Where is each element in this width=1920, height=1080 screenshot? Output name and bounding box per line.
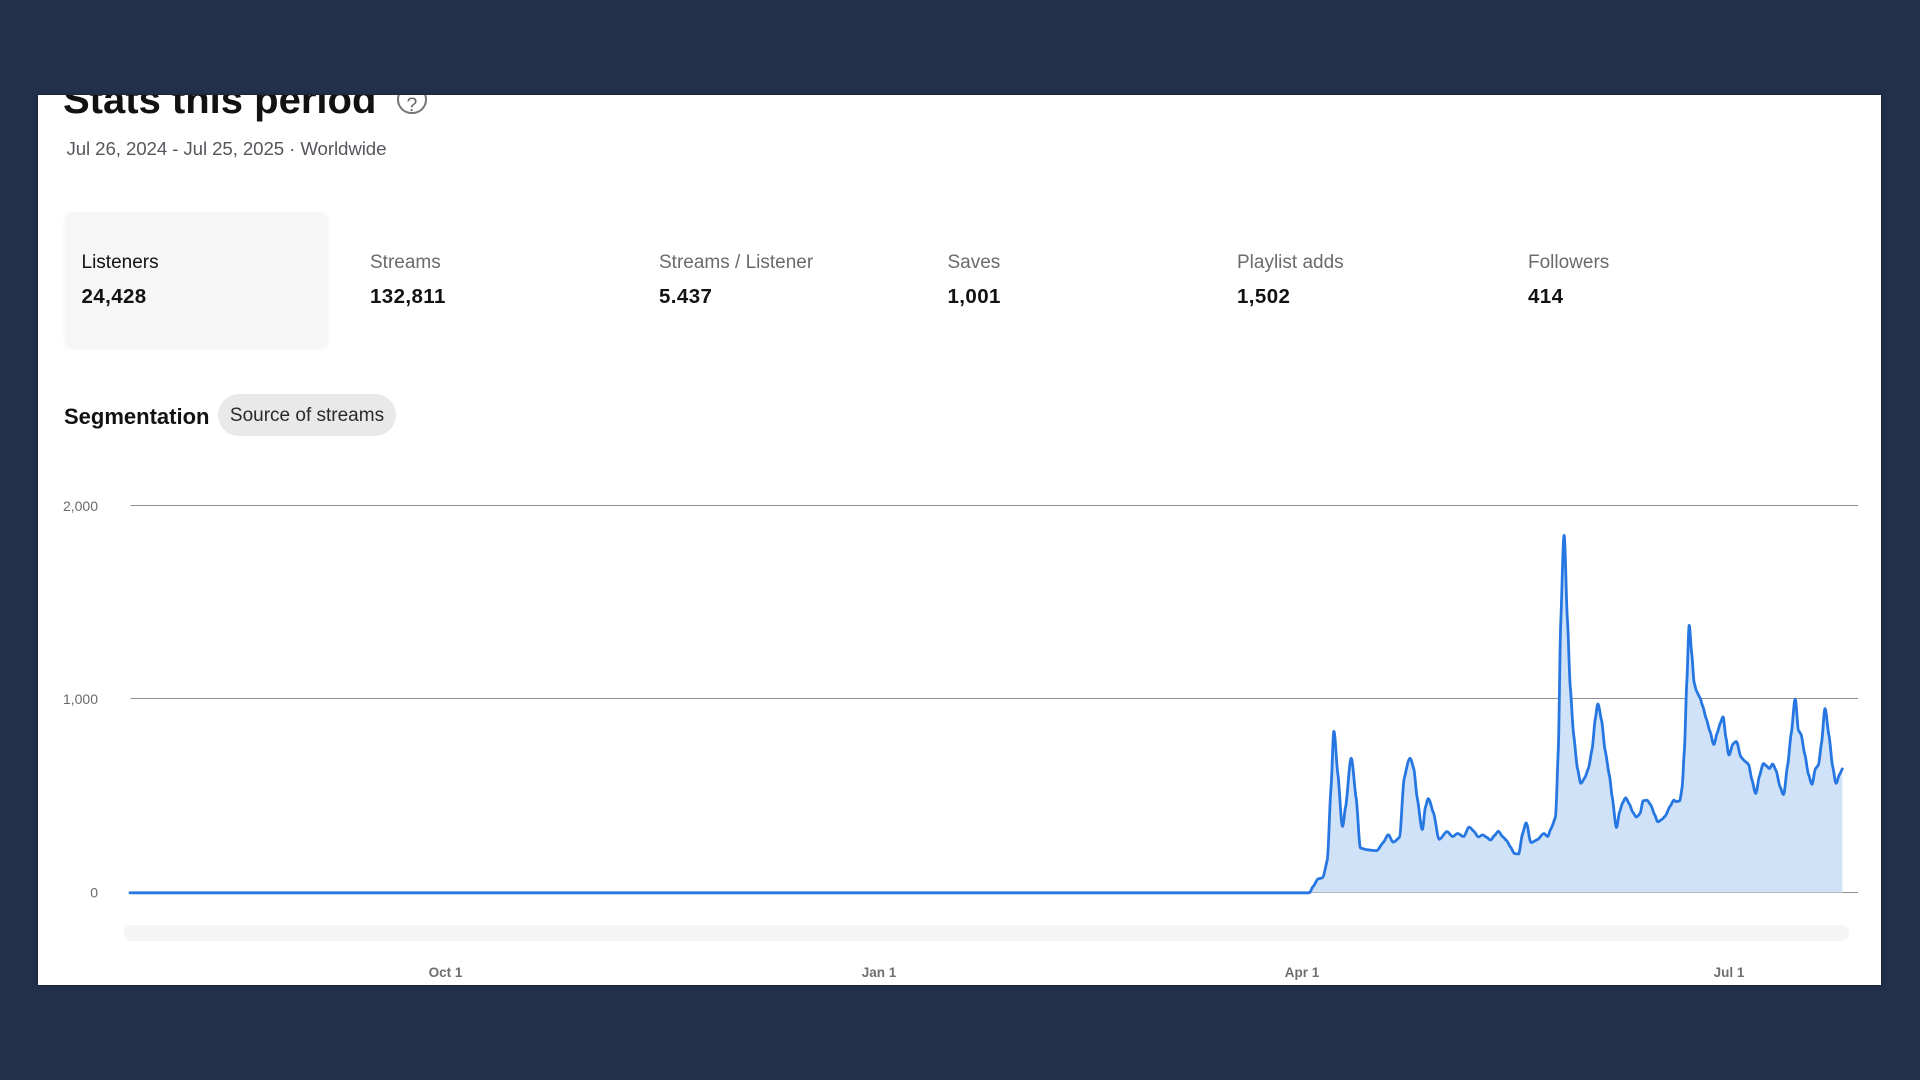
svg-text:Jul 1: Jul 1	[1714, 965, 1745, 980]
svg-text:Jan 1: Jan 1	[862, 965, 897, 980]
svg-text:0: 0	[90, 885, 98, 901]
svg-text:2,000: 2,000	[63, 498, 98, 514]
svg-text:Apr 1: Apr 1	[1285, 965, 1320, 980]
svg-text:1,000: 1,000	[63, 691, 98, 707]
svg-text:Oct 1: Oct 1	[429, 965, 463, 980]
